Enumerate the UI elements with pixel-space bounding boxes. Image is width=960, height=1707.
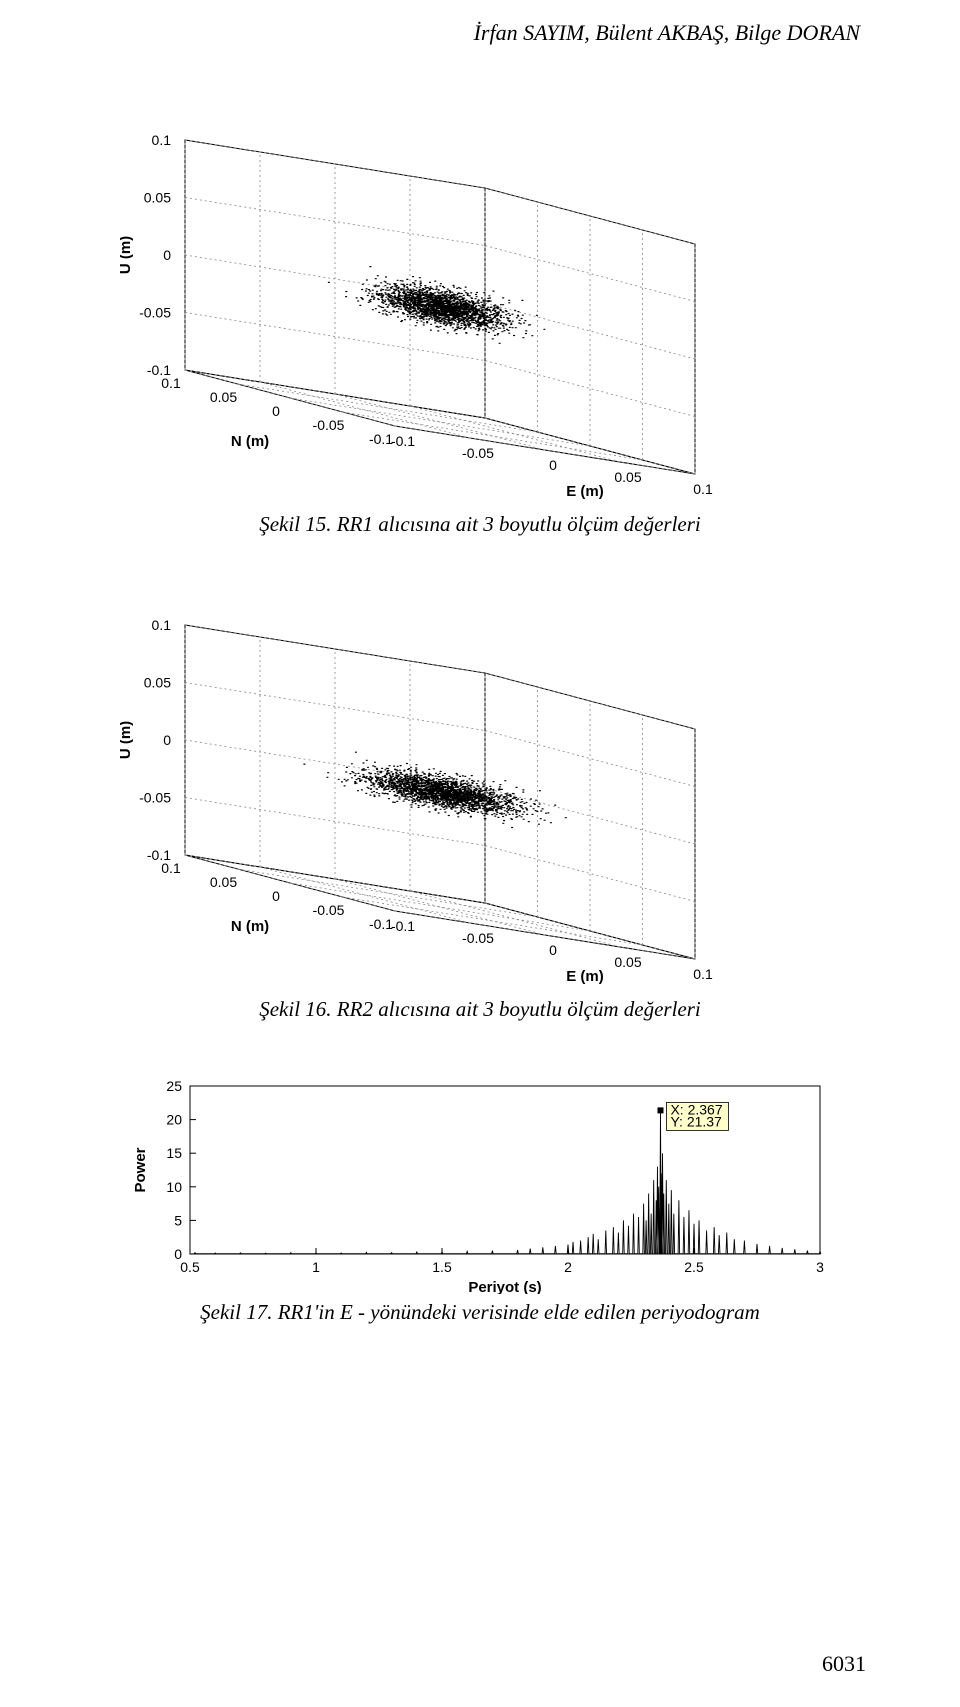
svg-text:Periyot (s): Periyot (s) (468, 1279, 541, 1294)
svg-text:-0.1: -0.1 (147, 847, 171, 863)
svg-text:0.05: 0.05 (614, 954, 641, 970)
header-authors: İrfan SAYIM, Bülent AKBAŞ, Bilge DORAN (90, 20, 870, 46)
svg-text:20: 20 (166, 1112, 182, 1128)
svg-text:-0.05: -0.05 (139, 790, 171, 806)
svg-text:0.5: 0.5 (180, 1259, 200, 1275)
fig16-caption: Şekil 16. RR2 alıcısına ait 3 boyutlu öl… (259, 997, 701, 1022)
figure-15: -0.1 -0.05 0 0.05 0.1 -0.1 -0.05 0 0.05 0.1 -0.1 -0… (90, 76, 870, 561)
fig17-plot: 0.511.522.530510152025Periyot (s)PowerX:… (120, 1074, 840, 1294)
svg-text:0: 0 (174, 1246, 182, 1262)
svg-text:U (m): U (m) (120, 236, 134, 274)
svg-text:-0.05: -0.05 (139, 305, 171, 321)
svg-text:0.05: 0.05 (210, 874, 237, 890)
svg-text:10: 10 (166, 1179, 182, 1195)
svg-text:0.1: 0.1 (152, 132, 172, 148)
svg-text:1.5: 1.5 (432, 1259, 452, 1275)
svg-text:1: 1 (312, 1259, 320, 1275)
svg-text:-0.1: -0.1 (391, 433, 415, 449)
svg-text:-0.05: -0.05 (313, 902, 345, 918)
svg-text:2.5: 2.5 (684, 1259, 704, 1275)
svg-text:0: 0 (163, 732, 171, 748)
svg-text:-0.05: -0.05 (313, 417, 345, 433)
svg-text:Y: 21.37: Y: 21.37 (670, 1113, 722, 1129)
svg-text:5: 5 (174, 1212, 182, 1228)
svg-text:0: 0 (163, 247, 171, 263)
svg-text:0.1: 0.1 (693, 966, 713, 982)
svg-text:0: 0 (549, 942, 557, 958)
fig15-plot: -0.1 -0.05 0 0.05 0.1 -0.1 -0.05 0 0.05 0.1 -0.1 -0… (120, 76, 840, 506)
svg-text:-0.05: -0.05 (462, 930, 494, 946)
svg-text:15: 15 (166, 1145, 182, 1161)
svg-text:-0.1: -0.1 (369, 431, 393, 447)
svg-text:0.1: 0.1 (693, 481, 713, 497)
svg-text:0: 0 (272, 888, 280, 904)
svg-text:-0.05: -0.05 (462, 445, 494, 461)
svg-text:E (m): E (m) (566, 968, 604, 985)
svg-text:N (m): N (m) (231, 433, 269, 450)
svg-text:0.1: 0.1 (152, 617, 172, 633)
svg-text:0.05: 0.05 (210, 389, 237, 405)
svg-text:0.05: 0.05 (144, 190, 171, 206)
figure-17: 0.511.522.530510152025Periyot (s)PowerX:… (90, 1046, 870, 1349)
svg-text:0.05: 0.05 (614, 469, 641, 485)
svg-text:25: 25 (166, 1078, 182, 1094)
fig15-caption: Şekil 15. RR1 alıcısına ait 3 boyutlu öl… (259, 512, 701, 537)
page-number: 6031 (822, 1651, 866, 1677)
svg-text:-0.1: -0.1 (147, 362, 171, 378)
svg-text:3: 3 (816, 1259, 824, 1275)
fig17-caption: Şekil 17. RR1'in E - yönündeki verisinde… (200, 1300, 760, 1325)
svg-text:U (m): U (m) (120, 721, 134, 759)
fig16-plot: -0.1 -0.05 0 0.05 0.1 -0.1 -0.05 0 0.05 0.1 -0.1 -0… (120, 561, 840, 991)
svg-text:N (m): N (m) (231, 918, 269, 935)
svg-text:2: 2 (564, 1259, 572, 1275)
figure-16: -0.1 -0.05 0 0.05 0.1 -0.1 -0.05 0 0.05 0.1 -0.1 -0… (90, 561, 870, 1046)
svg-text:0: 0 (272, 403, 280, 419)
svg-text:0: 0 (549, 457, 557, 473)
svg-text:0.05: 0.05 (144, 675, 171, 691)
svg-text:-0.1: -0.1 (391, 918, 415, 934)
svg-text:-0.1: -0.1 (369, 916, 393, 932)
svg-text:Power: Power (132, 1147, 149, 1192)
svg-text:E (m): E (m) (566, 483, 604, 500)
